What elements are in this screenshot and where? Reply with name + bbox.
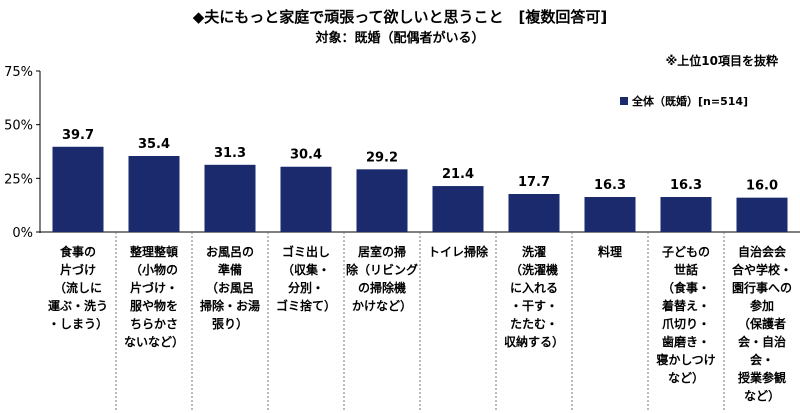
chart-title: ◆夫にもっと家庭で頑張って欲しいと思うこと [複数回答可] [192,8,608,26]
value-label: 21.4 [442,167,474,182]
bar [660,197,712,232]
chart-subtitle: 対象：既婚（配偶者がいる） [315,31,485,46]
legend: 全体（既婚）[n=514] [620,93,748,109]
value-label: 31.3 [214,146,246,161]
bar [584,197,636,232]
chart-note: ※上位10項目を抜粋 [665,54,778,68]
bar [128,156,180,232]
bar [736,197,788,232]
category-label: お風呂の 準備 （お風呂 掃除・お湯 張り） [199,245,260,331]
bar [52,146,104,232]
value-label: 16.3 [594,178,626,193]
legend-swatch [620,97,628,105]
legend-label: 全体（既婚）[n=514] [632,95,749,108]
category-label: 食事の 片づけ （流しに 運ぶ・洗う ・しまう） [47,245,108,331]
bar [508,194,560,232]
y-tick-label: 25% [4,172,33,187]
category-label: ゴミ出し （収集・ 分別・ ゴミ捨て） [275,245,336,313]
value-label: 16.3 [670,178,702,193]
category-label: 料理 [597,245,622,259]
y-tick-label: 50% [4,119,33,134]
y-tick-label: 0% [12,226,33,241]
value-label: 16.0 [746,179,778,194]
category-label: 子どもの 世話 （食事・ 着替え・ 爪切り・ 歯磨き・ 寝かしつけ など） [656,245,716,385]
bar [432,186,484,232]
bar [280,166,332,232]
category-label: 自治会会 合や学校・ 園行事への 参加 （保護者 会・自治 会・ 授業参観 など… [731,245,792,403]
value-label: 35.4 [138,137,170,152]
y-tick-label: 75% [4,65,33,80]
value-label: 39.7 [62,128,94,143]
category-label: トイレ掃除 [427,245,488,259]
value-label: 29.2 [366,150,398,165]
category-label: 居室の掃 除（リビング の掃除機 かけなど） [345,245,418,313]
category-label: 洗濯 （洗濯機 に入れる ・干す・ たたむ・ 収納する） [503,245,564,349]
category-label: 整理整頓 （小物の 片づけ・ 服や物を ちらかさ ないなど） [123,245,184,349]
value-label: 17.7 [518,175,550,190]
bar [204,164,256,232]
value-label: 30.4 [290,148,322,163]
bar [356,169,408,232]
